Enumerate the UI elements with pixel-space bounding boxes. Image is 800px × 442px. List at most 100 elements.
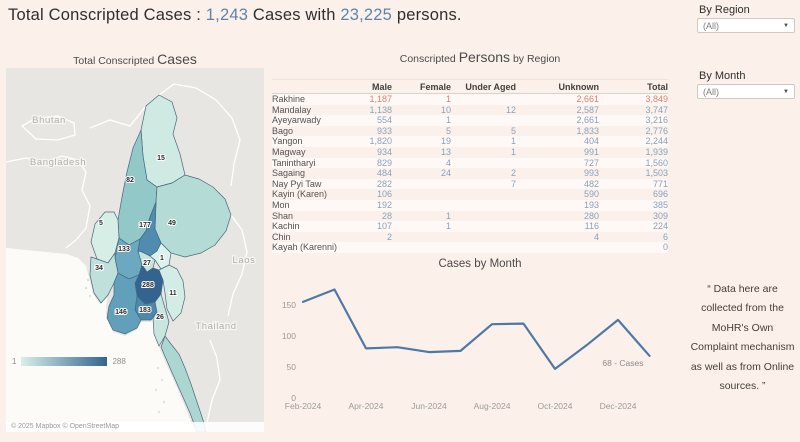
table-row[interactable]: Kayah (Karenni) 0 <box>272 242 668 253</box>
value-cell: 13 <box>440 146 451 157</box>
value-cell <box>451 221 516 232</box>
map-region-kayin[interactable] <box>158 264 186 322</box>
x-axis-tick: Oct-2024 <box>538 401 573 411</box>
x-axis-tick: Feb-2024 <box>285 401 322 411</box>
choropleth-map-canvas[interactable]: Bhutan Bangladesh Laos Thailand 15 82 5 … <box>6 68 264 432</box>
map-region-tanintharyi[interactable] <box>160 335 207 432</box>
value-cell: 193 <box>583 199 599 210</box>
value-cell: 224 <box>652 221 668 232</box>
map-region-chin[interactable] <box>90 211 120 264</box>
table-row[interactable]: Chin 2 4 6 <box>272 232 668 243</box>
region-name-cell: Sagaing <box>272 168 306 179</box>
country-label-bhutan: Bhutan <box>32 115 66 126</box>
value-cell <box>451 211 516 222</box>
value-cell: 282 <box>376 178 392 189</box>
value-cell: 993 <box>583 168 599 179</box>
map-region-ayeyarwady[interactable] <box>106 272 142 335</box>
chevron-down-icon: ▼ <box>783 89 789 95</box>
value-cell: 7 <box>510 178 516 189</box>
map-label-shan: 49 <box>168 220 176 227</box>
map-label-naypyitaw: 27 <box>143 260 151 267</box>
value-cell <box>392 189 451 200</box>
value-cell: 385 <box>652 199 668 210</box>
value-cell <box>392 179 451 190</box>
table-row[interactable]: Shan 28 1 280 309 <box>272 211 668 222</box>
value-cell: 24 <box>440 168 451 179</box>
value-cell: 554 <box>376 115 392 126</box>
value-cell: 590 <box>583 189 599 200</box>
table-title: Conscripted Persons by Region <box>270 49 690 65</box>
value-cell: 19 <box>440 136 451 147</box>
map-label-mon: 26 <box>156 314 164 321</box>
col-header-total: Total <box>599 79 668 94</box>
value-cell: 5 <box>445 125 451 136</box>
value-cell: 991 <box>583 146 599 157</box>
map-title-emphasis: Cases <box>157 51 197 67</box>
month-filter-dropdown[interactable]: (All) ▼ <box>697 84 795 99</box>
map-label-mandalay: 177 <box>139 222 151 229</box>
country-border <box>204 339 221 432</box>
region-name-cell: Kayah (Karenni) <box>272 242 338 253</box>
table-row[interactable]: Magway 934 13 1 991 1,939 <box>272 147 668 158</box>
table-header-row: Male Female Under Aged Unknown Total <box>272 79 668 94</box>
cases-line-series[interactable] <box>301 288 651 371</box>
table-title-suffix: by Region <box>510 53 561 65</box>
value-cell: 1,939 <box>645 146 668 157</box>
value-cell <box>451 232 516 243</box>
table-row[interactable]: Yangon 1,820 19 1 404 2,244 <box>272 136 668 147</box>
value-cell <box>451 158 516 169</box>
value-cell <box>451 200 516 211</box>
x-axis-tick: Aug-2024 <box>474 401 511 411</box>
table-row[interactable]: Mandalay 1,138 10 12 2,587 3,747 <box>272 105 668 116</box>
color-legend: 1 288 <box>12 357 126 366</box>
value-cell: 2,244 <box>645 136 668 147</box>
value-cell: 1,820 <box>369 136 392 147</box>
table-row[interactable]: Tanintharyi 829 4 727 1,560 <box>272 157 668 169</box>
line-end-label: 68 - Cases <box>602 358 643 368</box>
value-cell <box>451 189 516 200</box>
value-cell <box>392 242 451 253</box>
table-row[interactable]: Nay Pyi Taw 282 7 482 771 <box>272 178 668 190</box>
table-row[interactable]: Kayin (Karen) 106 590 696 <box>272 189 668 200</box>
value-cell: 2,661 <box>576 94 599 104</box>
table-row[interactable]: Mon 192 193 385 <box>272 199 668 211</box>
island-dot <box>154 388 158 392</box>
map-label-bago: 288 <box>142 282 154 289</box>
table-row[interactable]: Bago 933 5 5 1,833 2,776 <box>272 126 668 137</box>
region-name-cell: Shan <box>272 210 294 221</box>
map-attribution[interactable]: © 2025 Mapbox © OpenStreetMap <box>6 422 264 432</box>
region-name-cell: Magway <box>272 146 306 157</box>
col-header-unknown: Unknown <box>516 79 599 94</box>
map-region-mon[interactable] <box>152 293 170 347</box>
value-cell: 1 <box>445 221 451 232</box>
value-cell: 1 <box>445 210 451 221</box>
country-border <box>227 214 248 317</box>
month-filter-label: By Month <box>699 70 746 82</box>
cases-count: 1,243 <box>205 6 249 24</box>
country-label-bangladesh: Bangladesh <box>30 157 86 168</box>
table-row[interactable]: Sagaing 484 24 2 993 1,503 <box>272 168 668 179</box>
value-cell: 1,138 <box>369 104 392 115</box>
cases-by-month-line-chart[interactable]: 0 50 100 150 Feb-2024 Apr-2024 Jun-2024 Aug-202… <box>270 255 690 415</box>
value-cell: 107 <box>376 221 392 232</box>
map-label-chin: 5 <box>99 220 103 227</box>
x-axis-tick: Jun-2024 <box>411 401 447 411</box>
table-row[interactable]: Kachin 107 1 116 224 <box>272 221 668 232</box>
value-cell: 106 <box>376 189 392 200</box>
line-chart-title: Cases by Month <box>438 258 522 270</box>
value-cell <box>451 94 516 105</box>
region-name-cell: Ayeyarwady <box>272 115 321 126</box>
value-cell: 2 <box>510 168 516 179</box>
value-cell: 12 <box>505 104 516 115</box>
value-cell <box>392 200 451 211</box>
region-filter-dropdown[interactable]: (All) ▼ <box>697 18 795 33</box>
table-row[interactable]: Rakhine 1,187 1 2,661 3,849 <box>272 93 668 105</box>
value-cell: 192 <box>376 199 392 210</box>
value-cell: 0 <box>662 242 668 253</box>
table-title-prefix: Conscripted <box>399 53 459 65</box>
value-cell: 2 <box>386 231 392 242</box>
island-dot <box>156 366 160 370</box>
value-cell: 727 <box>583 157 599 168</box>
value-cell: 933 <box>376 125 392 136</box>
table-row[interactable]: Ayeyarwady 554 1 2,661 3,216 <box>272 115 668 126</box>
